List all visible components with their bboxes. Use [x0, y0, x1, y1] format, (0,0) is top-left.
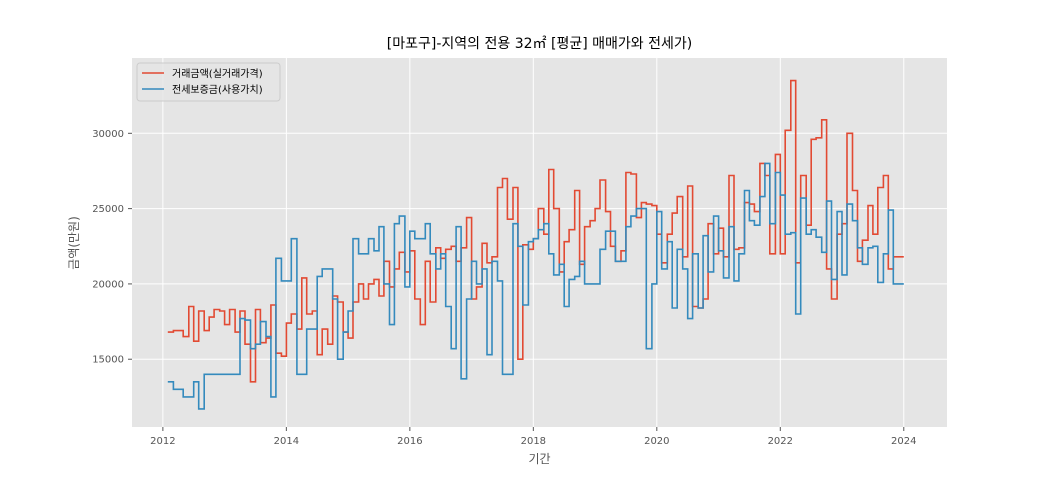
x-tick-label: 2022	[768, 436, 793, 447]
legend-label-deposit: 전세보증금(사용가치)	[172, 84, 263, 96]
x-tick-label: 2020	[644, 436, 669, 447]
y-tick-label: 15000	[92, 355, 124, 366]
y-tick-label: 20000	[92, 279, 124, 290]
y-tick-label: 30000	[92, 129, 124, 140]
chart-title: [마포구]-지역의 전용 32㎡ [평균] 매매가와 전세가)	[387, 36, 692, 52]
legend-label-trade: 거래금액(실거래가격)	[172, 67, 263, 80]
y-tick-label: 25000	[92, 204, 124, 215]
x-axis-label: 기간	[528, 452, 550, 466]
series-group	[167, 79, 904, 410]
x-tick-label: 2018	[521, 436, 546, 447]
x-tick-label: 2014	[274, 436, 299, 447]
legend: 거래금액(실거래가격) 전세보증금(사용가치)	[136, 62, 281, 102]
x-tick-label: 2024	[891, 436, 916, 447]
x-tick-label: 2016	[397, 436, 422, 447]
legend-box	[136, 62, 281, 102]
plot-area	[132, 58, 947, 427]
series-line-1	[167, 162, 904, 410]
axis-ticks: 2012 2014 2016 2018 2020 2022 2024 15000 20000 25…	[92, 129, 916, 447]
x-tick-label: 2012	[150, 436, 175, 447]
y-axis-label: 금액(만원)	[67, 216, 81, 270]
